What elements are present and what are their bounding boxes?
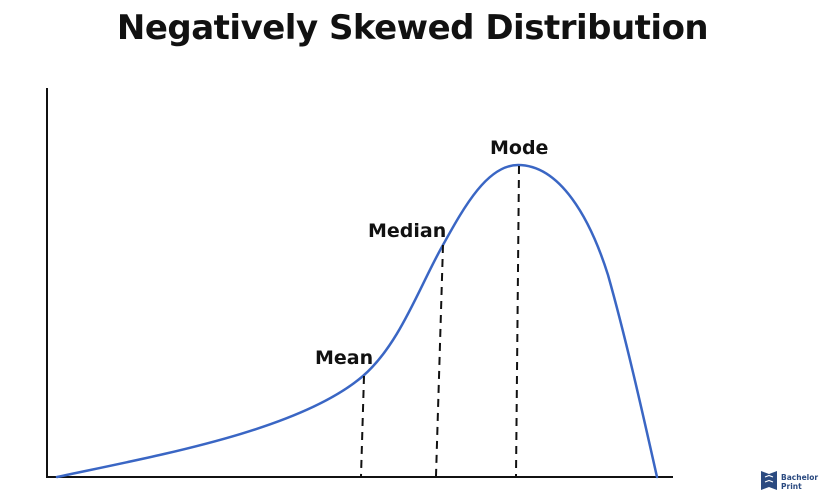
bachelorprint-logo: Bachelor Print [761, 471, 818, 491]
median-label: Median [368, 220, 446, 242]
mode-marker-line [515, 165, 520, 477]
median-marker-line [435, 244, 444, 477]
logo-text-line2: Print [781, 482, 802, 491]
diagram-title: Negatively Skewed Distribution [116, 8, 709, 48]
mean-marker-line [360, 375, 365, 477]
mean-label: Mean [315, 347, 373, 369]
mode-label: Mode [490, 137, 548, 159]
distribution-curve [55, 163, 659, 479]
logo-text-line1: Bachelor [781, 473, 818, 482]
